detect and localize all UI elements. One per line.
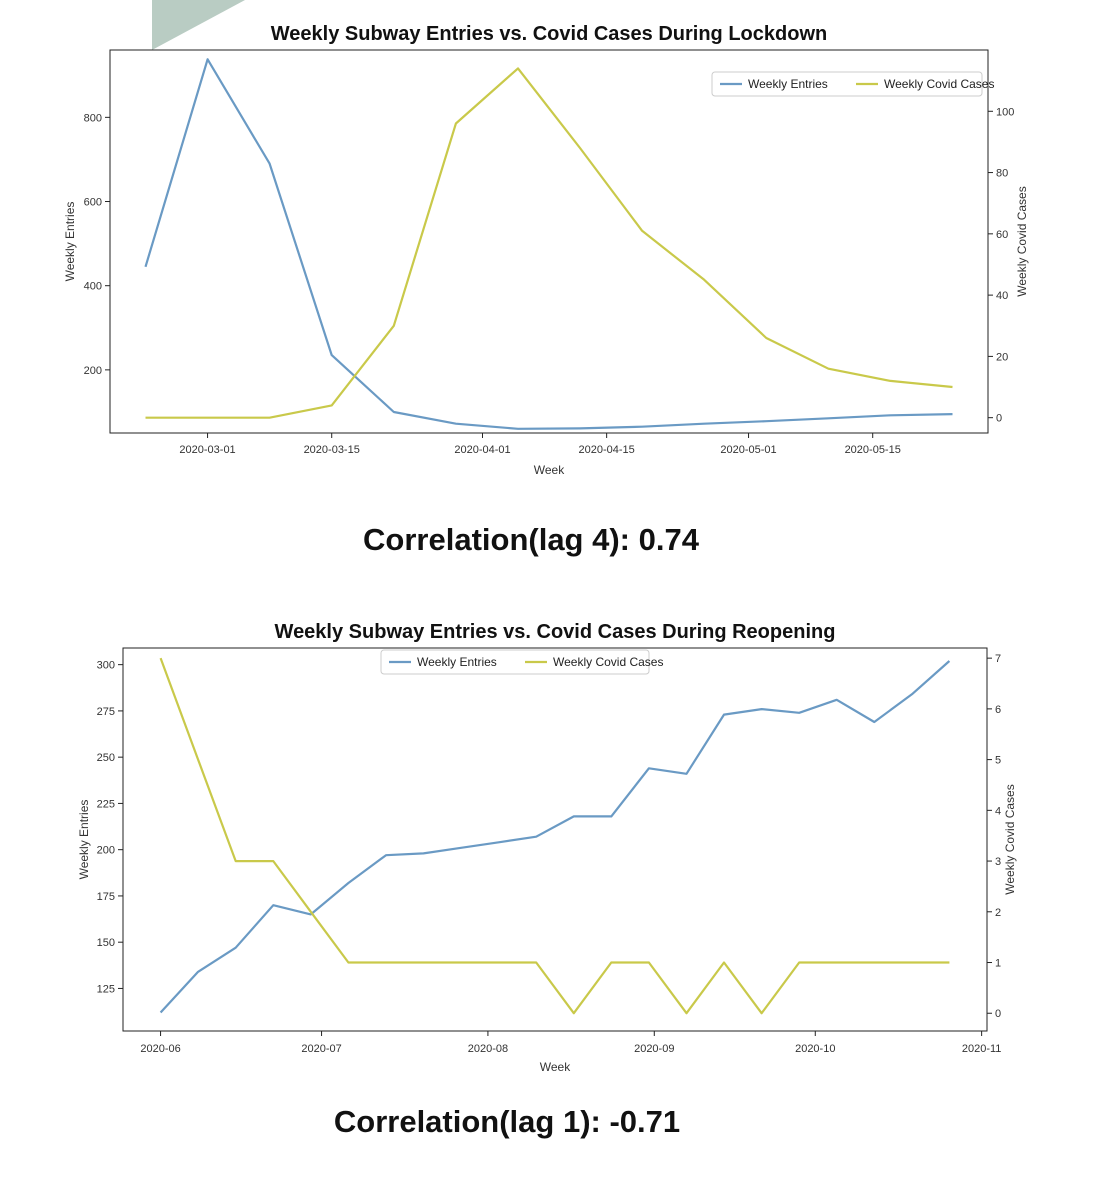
- legend-label-weekly-entries: Weekly Entries: [748, 77, 828, 91]
- reopening-chart: Weekly Subway Entries vs. Covid Cases Du…: [77, 621, 1017, 1074]
- reopening-correlation: Correlation(lag 1): -0.71: [333, 1104, 681, 1139]
- legend-label-weekly-covid-cases: Weekly Covid Cases: [884, 77, 994, 91]
- legend: Weekly Entries Weekly Covid Cases: [711, 71, 994, 97]
- series-line-weekly-covid-cases: [159, 657, 950, 1015]
- x-tick-label: 2020-03-01: [179, 444, 235, 456]
- x-tick-label: 2020-08: [468, 1043, 508, 1055]
- x-tick-label: 2020-10: [795, 1043, 835, 1055]
- y2-tick-label: 5: [995, 755, 1001, 767]
- y2-tick-label: 6: [995, 704, 1001, 716]
- y-tick-label: 800: [84, 112, 102, 124]
- legend-box: [711, 71, 983, 97]
- y-tick-label: 125: [97, 983, 115, 995]
- y2-axis-label: Weekly Covid Cases: [1003, 784, 1017, 894]
- y-tick-label: 175: [97, 891, 115, 903]
- x-axis-label: Week: [540, 1060, 571, 1074]
- series-line-weekly-covid-cases: [145, 67, 953, 419]
- x-tick-label: 2020-04-15: [579, 444, 635, 456]
- legend: Weekly Entries Weekly Covid Cases: [380, 649, 663, 675]
- y-tick-label: 300: [97, 660, 115, 672]
- x-tick-label: 2020-05-01: [720, 444, 776, 456]
- legend-box: [380, 649, 650, 675]
- y-tick-label: 200: [84, 365, 102, 377]
- corner-decoration: [152, 0, 245, 50]
- y-tick-label: 200: [97, 845, 115, 857]
- chart-title: Weekly Subway Entries vs. Covid Cases Du…: [271, 23, 827, 45]
- y-tick-label: 600: [84, 197, 102, 209]
- x-tick-label: 2020-07: [301, 1043, 341, 1055]
- x-tick-label: 2020-04-01: [454, 444, 510, 456]
- x-tick-label: 2020-09: [634, 1043, 674, 1055]
- legend-label-weekly-covid-cases: Weekly Covid Cases: [553, 655, 663, 669]
- lockdown-chart: Weekly Subway Entries vs. Covid Cases Du…: [63, 23, 1029, 477]
- x-tick-label: 2020-03-15: [304, 444, 360, 456]
- x-axis-label: Week: [534, 463, 565, 477]
- y2-tick-label: 60: [996, 229, 1008, 241]
- y2-tick-label: 2: [995, 907, 1001, 919]
- y-tick-label: 275: [97, 706, 115, 718]
- y2-tick-label: 4: [995, 805, 1001, 817]
- y-axis-label: Weekly Entries: [63, 202, 77, 282]
- y2-tick-label: 1: [995, 958, 1001, 970]
- y2-tick-label: 0: [995, 1008, 1001, 1020]
- legend-label-weekly-entries: Weekly Entries: [417, 655, 497, 669]
- x-tick-label: 2020-05-15: [845, 444, 901, 456]
- y2-tick-label: 20: [996, 351, 1008, 363]
- y-axis-label: Weekly Entries: [77, 800, 91, 880]
- corner-triangle: [152, 0, 245, 50]
- y-tick-label: 400: [84, 281, 102, 293]
- y-tick-label: 225: [97, 798, 115, 810]
- y2-tick-label: 100: [996, 106, 1014, 118]
- y2-tick-label: 3: [995, 856, 1001, 868]
- y-tick-label: 150: [97, 937, 115, 949]
- series-line-weekly-entries: [159, 660, 951, 1014]
- plot-frame: [122, 647, 988, 1032]
- y2-tick-label: 7: [995, 653, 1001, 665]
- y-tick-label: 250: [97, 752, 115, 764]
- y2-tick-label: 80: [996, 168, 1008, 180]
- series-line-weekly-entries: [144, 58, 953, 430]
- lockdown-correlation: Correlation(lag 4): 0.74: [363, 522, 699, 557]
- x-tick-label: 2020-11: [962, 1043, 1002, 1055]
- y2-tick-label: 0: [996, 413, 1002, 425]
- y2-axis-label: Weekly Covid Cases: [1015, 186, 1029, 296]
- chart-title: Weekly Subway Entries vs. Covid Cases Du…: [275, 621, 836, 643]
- y2-tick-label: 40: [996, 290, 1008, 302]
- plot-frame: [109, 49, 989, 434]
- x-tick-label: 2020-06: [140, 1043, 180, 1055]
